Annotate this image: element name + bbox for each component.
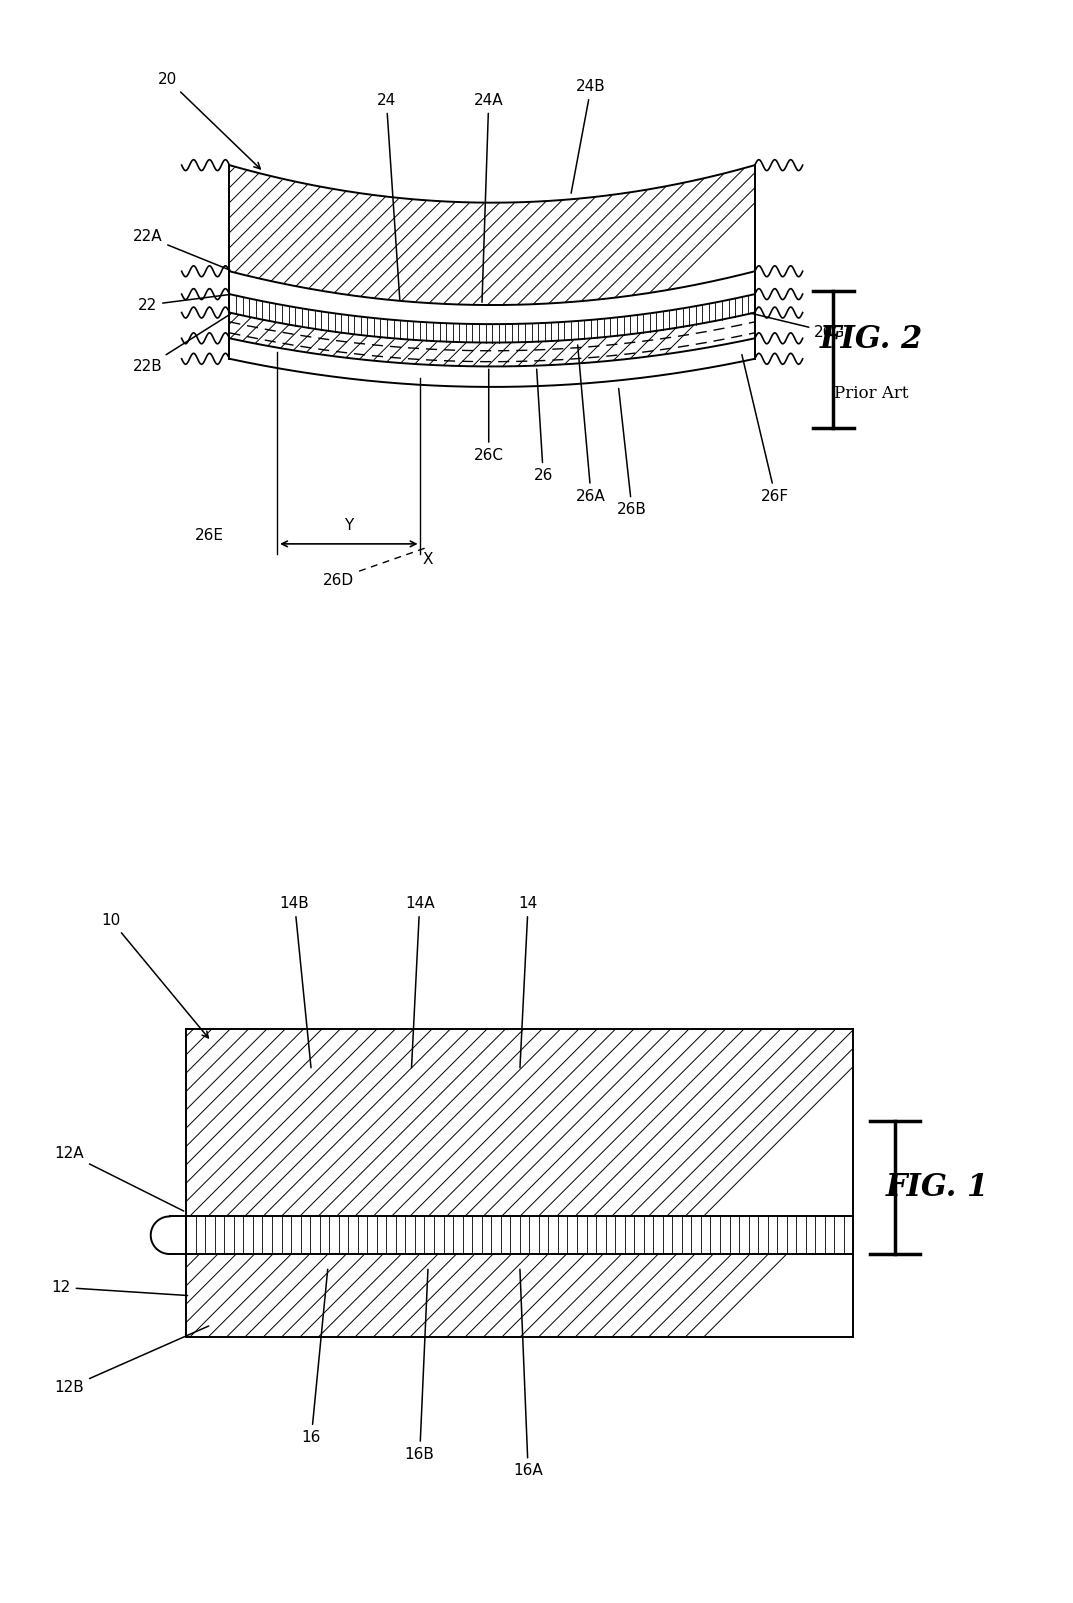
Text: 12A: 12A — [55, 1146, 183, 1210]
Text: 24B: 24B — [571, 79, 606, 194]
Text: FIG. 1: FIG. 1 — [885, 1172, 988, 1202]
Text: 26D: 26D — [323, 572, 354, 588]
Text: 16A: 16A — [513, 1270, 543, 1478]
Text: 26: 26 — [533, 369, 553, 483]
Text: 14: 14 — [518, 896, 538, 1068]
Text: 26E: 26E — [194, 529, 223, 543]
Text: 10: 10 — [102, 912, 208, 1037]
Text: 12: 12 — [52, 1279, 188, 1295]
Text: 14B: 14B — [280, 896, 311, 1068]
Text: 22: 22 — [138, 295, 230, 313]
Text: 14A: 14A — [405, 896, 435, 1068]
Text: X: X — [422, 553, 432, 567]
Text: FIG. 2: FIG. 2 — [820, 324, 923, 354]
Text: Y: Y — [344, 518, 353, 534]
Text: 12B: 12B — [55, 1326, 208, 1395]
Text: 16B: 16B — [405, 1270, 435, 1462]
Text: 26C: 26C — [474, 369, 503, 463]
Text: 22B: 22B — [133, 314, 231, 373]
Text: 26B: 26B — [617, 388, 647, 518]
Text: 20: 20 — [159, 72, 261, 168]
Text: Prior Art: Prior Art — [834, 385, 908, 402]
Text: 16: 16 — [302, 1270, 327, 1444]
Text: 24A: 24A — [474, 93, 503, 303]
Text: 24: 24 — [377, 93, 400, 300]
Text: 22A: 22A — [133, 229, 231, 271]
Text: 26G: 26G — [751, 313, 846, 340]
Text: 26A: 26A — [576, 345, 606, 503]
Text: 26F: 26F — [741, 354, 790, 503]
